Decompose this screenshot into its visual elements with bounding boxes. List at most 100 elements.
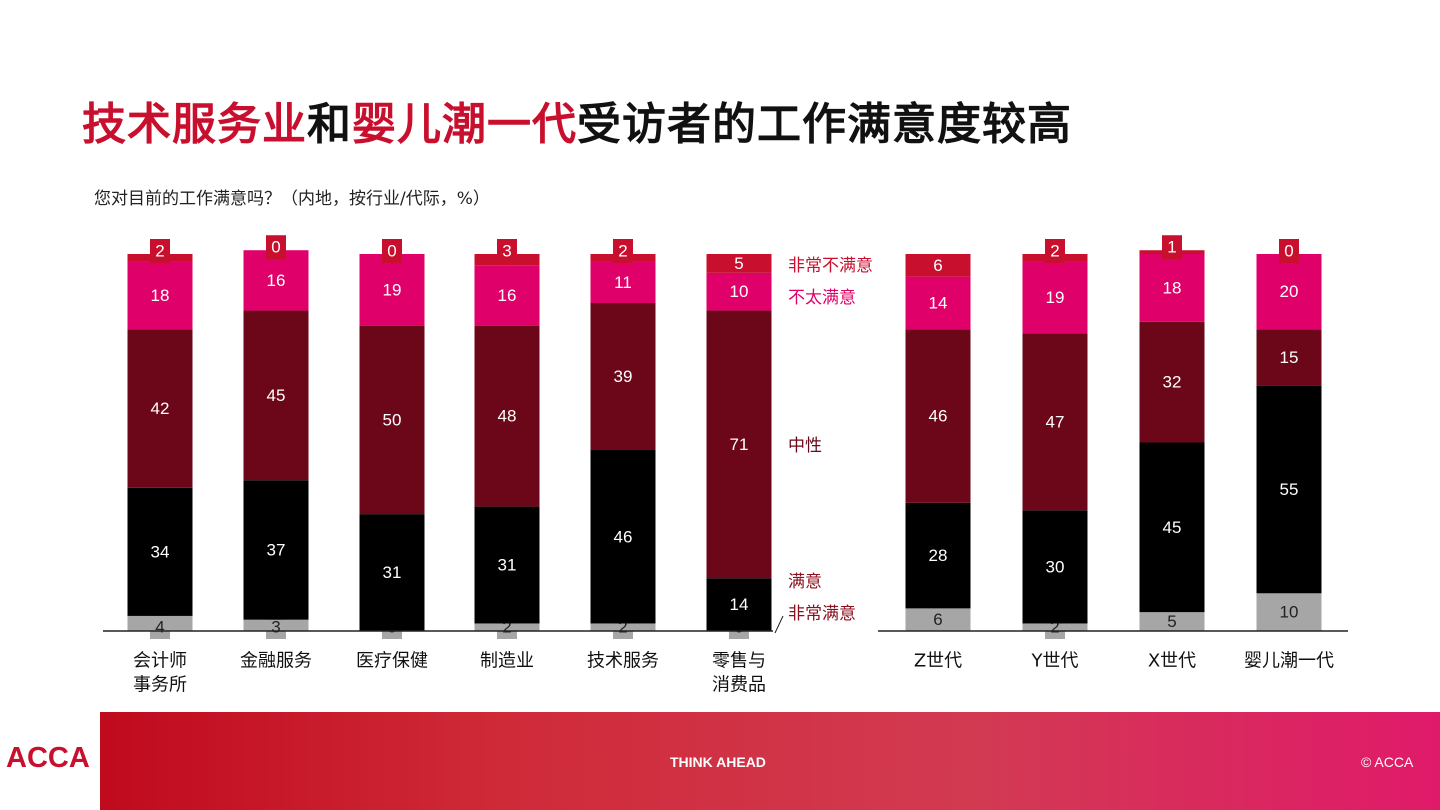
data-label-会计师事务所-满意: 34	[151, 542, 170, 561]
title-part-3: 婴儿潮一代	[352, 99, 577, 150]
category-label-Z世代: Z世代	[914, 651, 962, 672]
chart-group-2: 6 28 46 14 6 Z世代 2 30 47 19 2 Y世代 5 45 32 18 1 X世代 10 55 15 2…	[878, 235, 1348, 672]
data-label-金融服务-不太满意: 16	[267, 271, 286, 290]
bar-segment-制造业-中性	[474, 325, 540, 507]
data-label-X世代-中性: 32	[1163, 373, 1182, 392]
data-label-婴儿潮一代-满意: 55	[1280, 480, 1299, 499]
data-label-制造业-中性: 48	[498, 407, 517, 426]
page-title: 技术服务业和婴儿潮一代受访者的工作满意度较高	[82, 88, 1072, 152]
data-label-技术服务-中性: 39	[614, 367, 633, 386]
bar-segment-婴儿潮一代-满意	[1256, 385, 1322, 594]
bar-segment-医疗保健-满意	[359, 514, 425, 631]
small-value-box-金融服务-非常满意	[266, 615, 286, 639]
category-label-金融服务: 金融服务	[240, 651, 312, 672]
small-value-box-婴儿潮一代-非常不满意	[1279, 239, 1299, 263]
bar-segment-X世代-非常满意	[1139, 612, 1205, 631]
bar-segment-技术服务-不太满意	[590, 261, 656, 304]
legend-label-非常不满意: 非常不满意	[788, 256, 873, 276]
data-label-会计师事务所-非常满意: 4	[155, 618, 164, 637]
bar-segment-技术服务-满意	[590, 450, 656, 624]
title-part-4: 受访者的工作满意度较高	[577, 99, 1072, 150]
bar-segment-Z世代-不太满意	[905, 276, 971, 330]
bar-segment-会计师事务所-满意	[127, 487, 193, 616]
data-label-金融服务-非常满意: 3	[271, 618, 280, 637]
data-label-制造业-不太满意: 16	[498, 286, 517, 305]
data-label-Y世代-中性: 47	[1046, 412, 1065, 431]
data-label-婴儿潮一代-非常不满意: 0	[1284, 242, 1293, 261]
data-label-金融服务-非常不满意: 0	[271, 238, 280, 257]
data-label-X世代-满意: 45	[1163, 518, 1182, 537]
bar-segment-婴儿潮一代-中性	[1256, 329, 1322, 386]
acca-logo: ACCA	[6, 742, 90, 774]
bar-segment-婴儿潮一代-不太满意	[1256, 254, 1322, 330]
data-label-零售与消费品-满意: 14	[730, 595, 749, 614]
small-value-box-会计师事务所-非常不满意	[150, 239, 170, 263]
footer-copyright: © ACCA	[1361, 754, 1414, 770]
data-label-制造业-满意: 31	[498, 556, 517, 575]
small-value-box-Y世代-非常不满意	[1045, 239, 1065, 263]
legend-pointer-line	[774, 615, 784, 634]
bar-segment-医疗保健-中性	[359, 325, 425, 515]
bar-segment-婴儿潮一代-非常满意	[1256, 593, 1322, 631]
bar-segment-金融服务-满意	[243, 480, 309, 620]
data-label-技术服务-不太满意: 11	[614, 273, 632, 292]
small-value-box-金融服务-非常不满意	[266, 235, 286, 260]
bar-segment-金融服务-不太满意	[243, 250, 309, 311]
bar-segment-制造业-不太满意	[474, 265, 540, 326]
small-value-box-X世代-非常不满意	[1162, 235, 1182, 260]
data-label-技术服务-非常不满意: 2	[618, 242, 627, 261]
bar-segment-金融服务-中性	[243, 310, 309, 481]
data-label-Z世代-非常不满意: 6	[933, 256, 942, 275]
chart-subtitle: 您对目前的工作满意吗？（内地，按行业/代际，%）	[94, 189, 490, 209]
category-label-会计师事务所-line2: 事务所	[133, 675, 187, 696]
bar-segment-Y世代-满意	[1022, 510, 1088, 624]
small-value-box-会计师事务所-非常满意	[150, 615, 170, 639]
title-part-1: 技术服务业	[82, 99, 307, 150]
bar-segment-Z世代-满意	[905, 502, 971, 609]
bar-segment-X世代-中性	[1139, 321, 1205, 443]
bar-segment-会计师事务所-中性	[127, 329, 193, 488]
bar-segment-X世代-满意	[1139, 442, 1205, 613]
bar-segment-零售与消费品-中性	[706, 310, 772, 579]
category-label-零售与消费品-line2: 消费品	[712, 675, 766, 696]
category-label-Y世代: Y世代	[1031, 651, 1079, 672]
data-label-婴儿潮一代-中性: 15	[1280, 348, 1299, 367]
data-label-医疗保健-中性: 50	[383, 410, 402, 429]
data-label-制造业-非常不满意: 3	[502, 242, 511, 261]
data-label-技术服务-非常满意: 2	[618, 618, 627, 637]
small-value-box-医疗保健-非常不满意	[382, 239, 402, 263]
bar-segment-零售与消费品-非常不满意	[706, 254, 772, 273]
data-label-Y世代-非常不满意: 2	[1050, 242, 1059, 261]
data-label-会计师事务所-非常不满意: 2	[155, 242, 164, 261]
bar-segment-技术服务-中性	[590, 303, 656, 451]
data-label-X世代-不太满意: 18	[1163, 278, 1182, 297]
legend-label-不太满意: 不太满意	[788, 288, 856, 308]
data-label-Y世代-非常满意: 2	[1050, 618, 1059, 637]
footer-band	[100, 712, 1440, 810]
chart-group-1: 43442182会计师事务所33745160金融服务03150190医疗保健23…	[103, 235, 873, 696]
legend-label-非常满意: 非常满意	[788, 604, 856, 624]
data-label-零售与消费品-不太满意: 10	[730, 282, 749, 301]
data-label-医疗保健-不太满意: 19	[383, 280, 402, 299]
legend-label-满意: 满意	[788, 572, 822, 592]
category-label-零售与消费品: 零售与	[712, 651, 766, 672]
data-label-Z世代-满意: 28	[929, 546, 948, 565]
data-label-金融服务-满意: 37	[267, 540, 286, 559]
data-label-会计师事务所-中性: 42	[151, 399, 170, 418]
data-label-婴儿潮一代-非常满意: 10	[1280, 603, 1299, 622]
category-label-技术服务: 技术服务	[587, 651, 659, 672]
category-label-医疗保健: 医疗保健	[356, 651, 428, 672]
data-label-医疗保健-满意: 31	[383, 563, 402, 582]
data-label-Z世代-非常满意: 6	[933, 610, 942, 629]
data-label-零售与消费品-非常不满意: 5	[734, 254, 743, 273]
bar-segment-Y世代-不太满意	[1022, 261, 1088, 334]
bar-segment-医疗保健-不太满意	[359, 254, 425, 326]
data-label-X世代-非常满意: 5	[1167, 612, 1176, 631]
bar-segment-Z世代-非常满意	[905, 608, 971, 631]
footer-tagline: THINK AHEAD	[670, 754, 766, 770]
data-label-制造业-非常满意: 2	[502, 618, 511, 637]
data-label-技术服务-满意: 46	[614, 527, 633, 546]
bar-segment-会计师事务所-不太满意	[127, 261, 193, 330]
category-label-制造业: 制造业	[480, 651, 534, 672]
bar-segment-X世代-不太满意	[1139, 254, 1205, 322]
